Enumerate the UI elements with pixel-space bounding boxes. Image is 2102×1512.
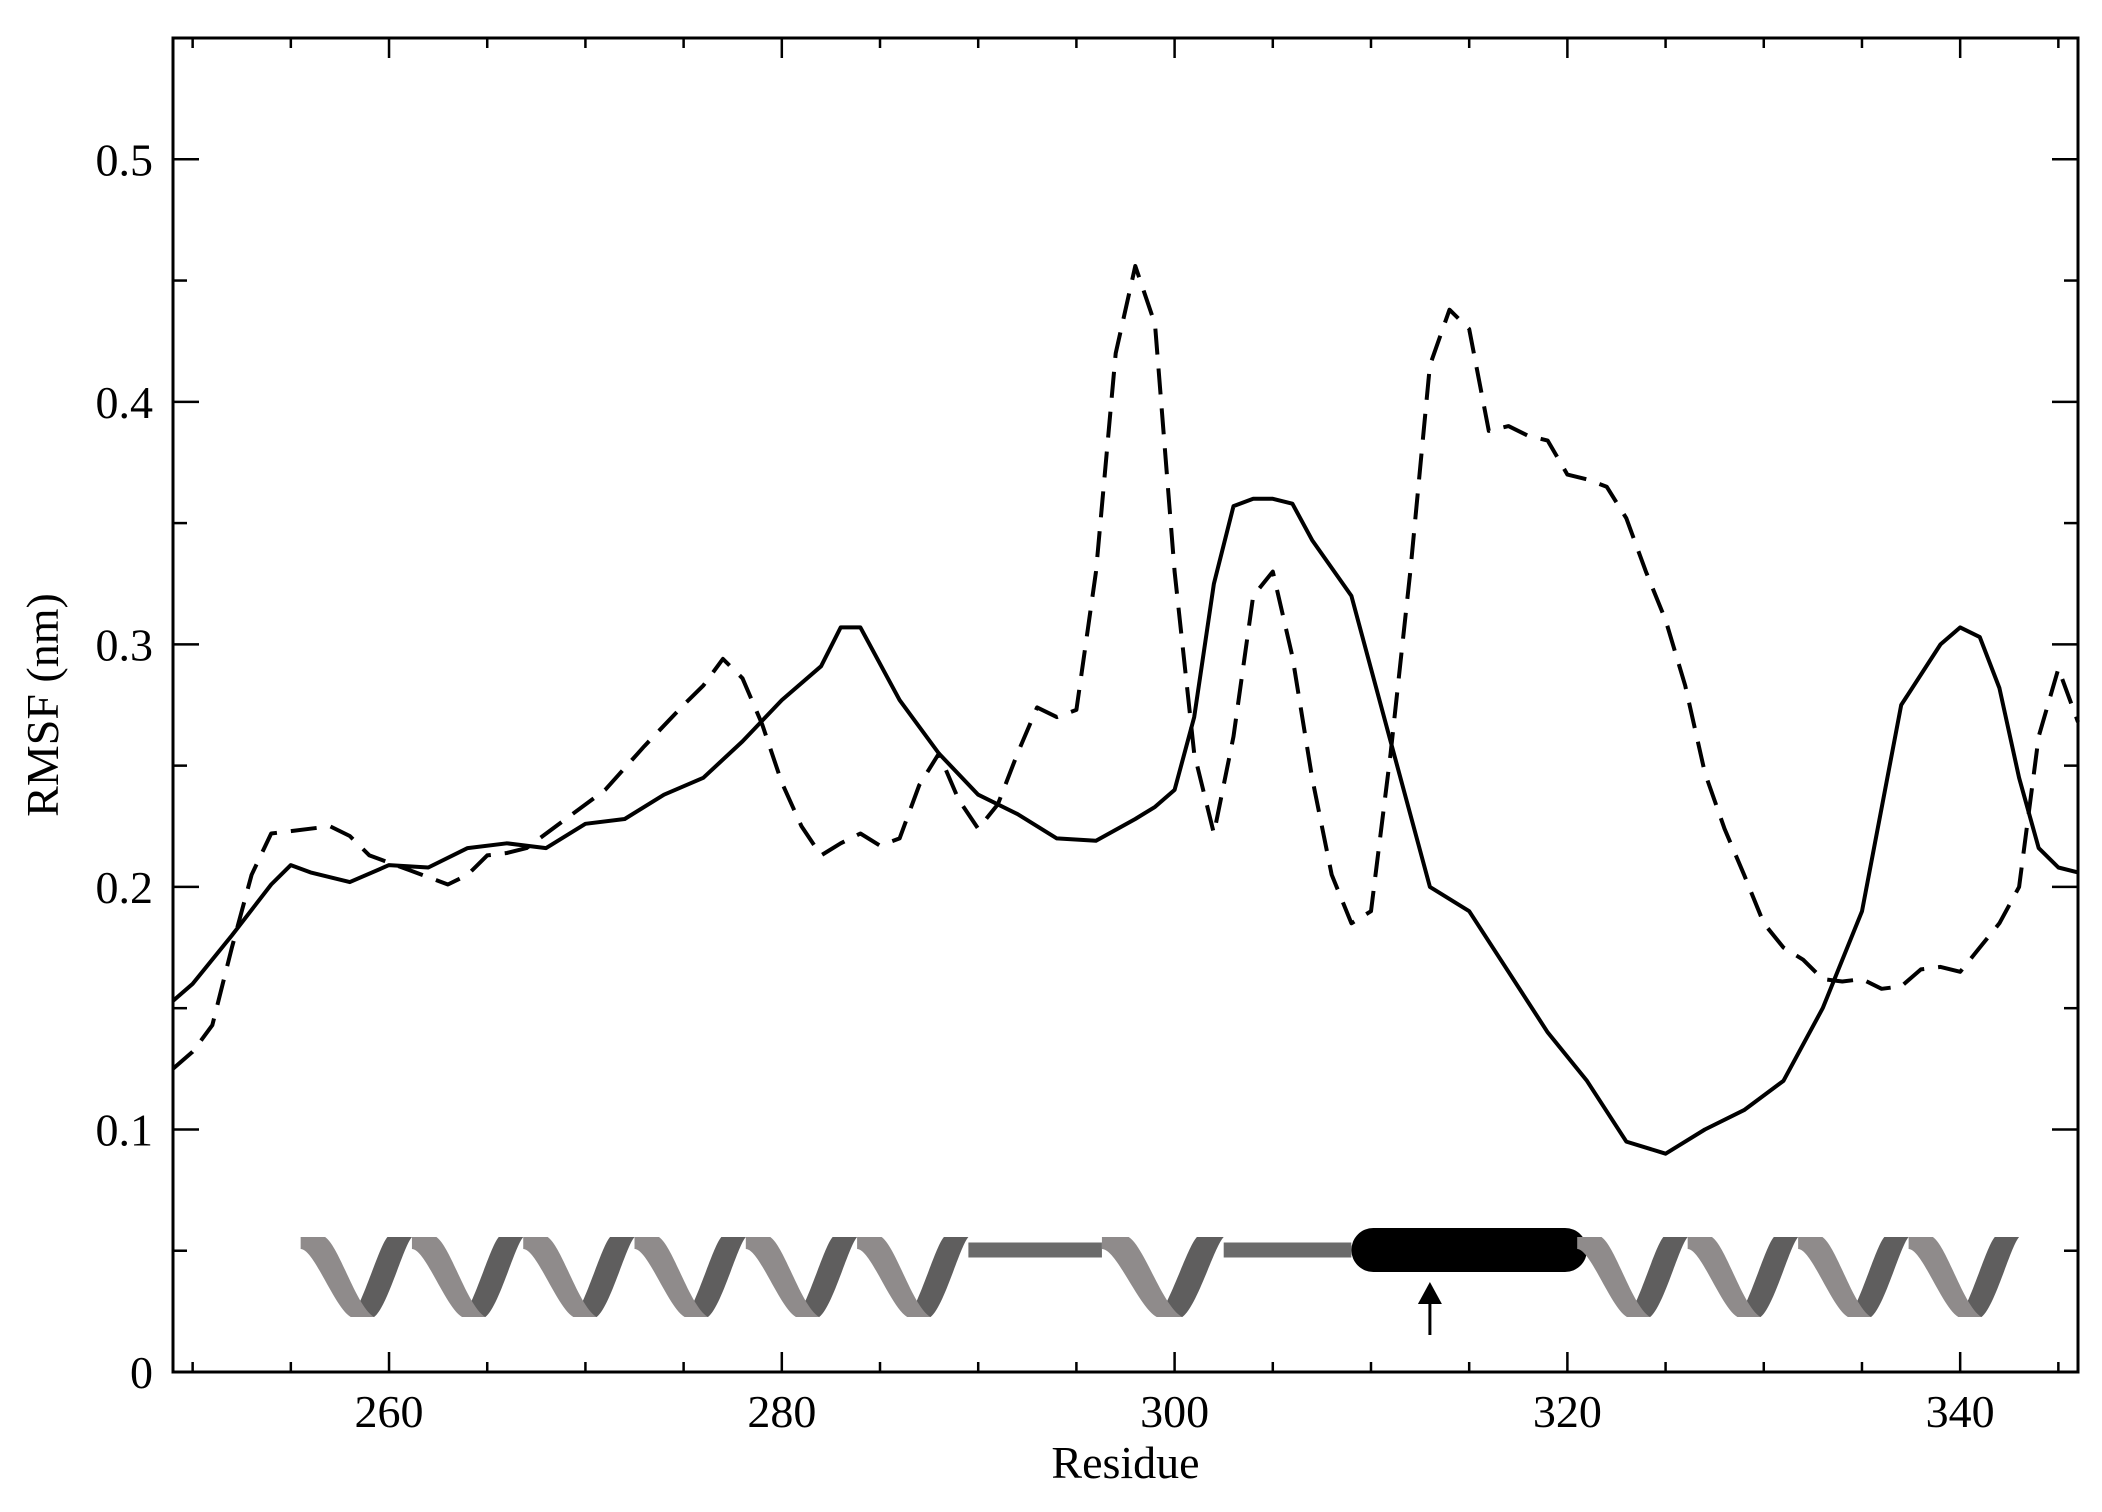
secondary-structure-cartoon (300, 1228, 2020, 1335)
helix-front-strand (634, 1237, 708, 1317)
annotation-arrow-head (1417, 1282, 1442, 1304)
x-tick-label: 340 (1926, 1386, 1995, 1437)
helix-back-strand (907, 1237, 969, 1317)
helix-front-strand (1577, 1237, 1651, 1317)
helix-segment (1577, 1237, 2020, 1317)
helix-front-strand (745, 1237, 820, 1317)
plot-frame (171, 36, 2080, 1374)
helix-front-strand (1908, 1237, 1982, 1317)
helix-front-strand (523, 1237, 597, 1317)
helix-front-strand (300, 1237, 375, 1317)
y-tick-label: 0.4 (96, 377, 154, 428)
y-tick-label: 0.3 (96, 619, 154, 670)
helix-back-strand (573, 1237, 635, 1317)
helix-segment (300, 1237, 969, 1317)
tick-labels: 260 280 300 320 340 0 0.1 0.2 0.3 0.4 0.5 (96, 134, 1995, 1437)
highlighted-segment (1351, 1228, 1588, 1272)
helix-back-strand (795, 1237, 858, 1317)
y-axis-label: RMSF (nm) (17, 593, 68, 817)
x-tick-label: 320 (1533, 1386, 1602, 1437)
helix-segment (1101, 1237, 1224, 1317)
y-tick-label: 0.2 (96, 862, 154, 913)
helix-back-strand (1737, 1237, 1799, 1317)
helix-back-strand (684, 1237, 746, 1317)
helix-front-strand (411, 1237, 486, 1317)
helix-back-strand (1847, 1237, 1909, 1317)
x-tick-label: 260 (355, 1386, 424, 1437)
y-tick-label: 0.5 (96, 134, 154, 185)
helix-back-strand (1156, 1237, 1224, 1317)
y-tick-label: 0 (130, 1347, 153, 1398)
series-dashed-line (171, 264, 2080, 1071)
helix-back-strand (462, 1237, 524, 1317)
x-axis-label: Residue (1051, 1437, 1199, 1488)
helix-back-strand (1958, 1237, 2020, 1317)
helix-back-strand (350, 1237, 412, 1317)
helix-front-strand (857, 1237, 931, 1317)
helix-front-strand (1798, 1237, 1872, 1317)
helix-front-strand (1687, 1237, 1761, 1317)
series-lines (171, 264, 2080, 1156)
series-solid-line (171, 496, 2079, 1156)
x-tick-label: 280 (747, 1386, 816, 1437)
helix-front-strand (1101, 1237, 1183, 1317)
axis-ticks (173, 36, 2078, 1374)
x-tick-label: 300 (1140, 1386, 1209, 1437)
y-tick-label: 0.1 (96, 1104, 154, 1155)
helix-back-strand (1626, 1237, 1688, 1317)
